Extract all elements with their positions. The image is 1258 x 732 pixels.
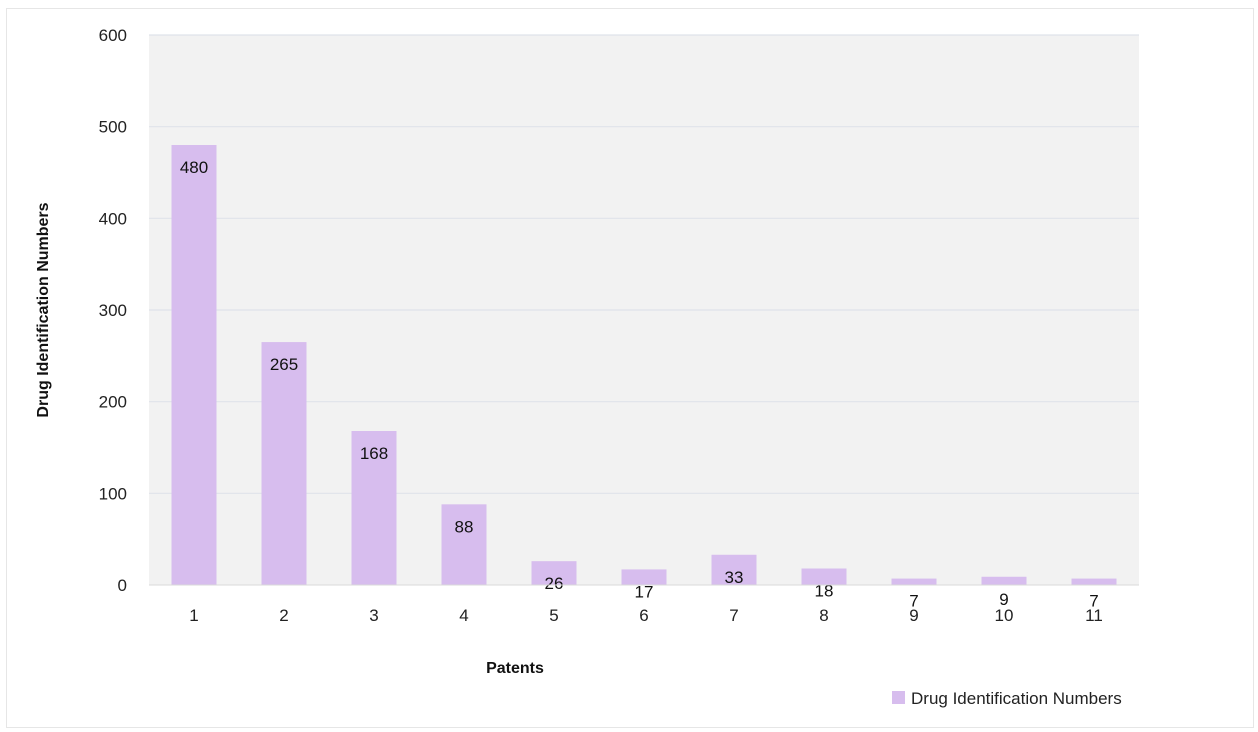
x-tick-label: 3 [369,606,378,625]
y-tick-label: 100 [99,484,127,503]
x-tick-label: 9 [909,606,918,625]
data-label: 168 [360,444,388,463]
data-label: 26 [545,574,564,593]
legend-label: Drug Identification Numbers [911,689,1122,708]
y-axis-ticks: 0 100 200 300 400 500 600 [99,26,127,595]
y-axis-title: Drug Identification Numbers [35,202,52,417]
x-tick-label: 6 [639,606,648,625]
bar [171,145,217,585]
x-tick-label: 7 [729,606,738,625]
data-label: 18 [815,582,834,601]
bar [981,576,1027,585]
y-tick-label: 300 [99,301,127,320]
x-tick-label: 8 [819,606,828,625]
data-label: 88 [455,517,474,536]
bar [351,431,397,585]
x-axis-title: Patents [486,660,544,677]
bar [891,578,937,585]
x-axis-ticks: 1 2 3 4 5 6 7 8 9 10 11 [189,606,1103,625]
y-tick-label: 600 [99,26,127,45]
data-label: 265 [270,355,298,374]
bar [531,561,577,585]
bar [441,504,487,585]
legend-swatch [892,691,905,704]
x-tick-label: 2 [279,606,288,625]
data-label: 7 [1089,592,1098,611]
y-tick-label: 200 [99,393,127,412]
data-label: 7 [909,592,918,611]
bars [171,145,1117,585]
data-label: 9 [999,590,1008,609]
legend: Drug Identification Numbers [892,689,1122,708]
bar [621,569,667,585]
bar [801,568,847,585]
x-tick-label: 4 [459,606,468,625]
bar [1071,578,1117,585]
x-tick-label: 11 [1085,606,1103,625]
data-labels: 480 265 168 88 26 17 33 18 7 9 7 [180,158,1099,611]
data-label: 480 [180,158,208,177]
data-label: 33 [725,568,744,587]
x-tick-label: 5 [549,606,558,625]
x-tick-label: 1 [189,606,198,625]
gridlines [149,34,1139,494]
bar [261,342,307,585]
x-tick-label: 10 [995,606,1014,625]
bar [711,554,757,585]
y-tick-label: 500 [99,118,127,137]
y-tick-label: 400 [99,209,127,228]
y-tick-label: 0 [118,576,127,595]
data-label: 17 [635,582,654,601]
